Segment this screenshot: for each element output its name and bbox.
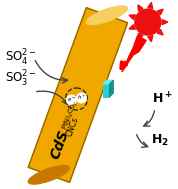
- Text: $\mathregular{H^+}$: $\mathregular{H^+}$: [152, 92, 172, 107]
- Text: $h^+$: $h^+$: [77, 94, 86, 102]
- Polygon shape: [103, 84, 109, 97]
- Text: $\mathregular{SO_4^{2-}}$: $\mathregular{SO_4^{2-}}$: [5, 48, 37, 68]
- Text: $e^-$: $e^-$: [67, 96, 76, 104]
- Ellipse shape: [28, 165, 70, 184]
- Polygon shape: [129, 15, 135, 20]
- Text: PtNi$_x$Co$_y$: PtNi$_x$Co$_y$: [60, 98, 82, 132]
- Polygon shape: [157, 29, 163, 35]
- Polygon shape: [138, 33, 143, 39]
- Text: CNCs: CNCs: [65, 116, 80, 138]
- Circle shape: [77, 93, 87, 103]
- Text: $\mathregular{SO_3^{2-}}$: $\mathregular{SO_3^{2-}}$: [5, 69, 37, 89]
- Polygon shape: [28, 8, 128, 182]
- Polygon shape: [162, 20, 168, 25]
- Polygon shape: [122, 36, 146, 72]
- Ellipse shape: [86, 6, 128, 25]
- Text: $\mathregular{H_2}$: $\mathregular{H_2}$: [151, 133, 169, 148]
- Polygon shape: [148, 2, 153, 9]
- Text: CdS: CdS: [48, 128, 72, 161]
- Polygon shape: [103, 80, 113, 84]
- Polygon shape: [157, 9, 163, 15]
- Circle shape: [135, 9, 161, 35]
- Polygon shape: [138, 5, 143, 11]
- Polygon shape: [109, 80, 113, 97]
- Circle shape: [66, 95, 77, 105]
- Polygon shape: [129, 25, 135, 29]
- Polygon shape: [148, 36, 153, 42]
